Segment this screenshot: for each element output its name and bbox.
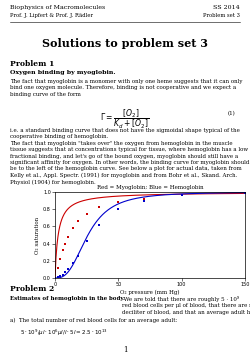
Y-axis label: O₂ saturation: O₂ saturation: [35, 216, 40, 253]
Text: $\Gamma = \dfrac{[O_2]}{K_d + [O_2]}$: $\Gamma = \dfrac{[O_2]}{K_d + [O_2]}$: [100, 108, 150, 131]
Text: We are told that there are roughly 5 · 10⁹
red blood cells per μl of blood, that: We are told that there are roughly 5 · 1…: [122, 296, 250, 315]
Text: The fact that myoglobin is a monomer with only one heme suggests that it can onl: The fact that myoglobin is a monomer wit…: [10, 79, 242, 97]
X-axis label: O₂ pressure (mm Hg): O₂ pressure (mm Hg): [120, 290, 180, 295]
Text: Problem 1: Problem 1: [10, 60, 54, 68]
Text: Biophysics of Macromolecules: Biophysics of Macromolecules: [10, 5, 105, 10]
Text: $5 \cdot 10^9/\mu l \cdot 10^6\mu l/l \cdot 5l = 2.5 \cdot 10^{13}$: $5 \cdot 10^9/\mu l \cdot 10^6\mu l/l \c…: [20, 328, 108, 338]
Text: Prof. J. Lipfert & Prof. J. Rädler: Prof. J. Lipfert & Prof. J. Rädler: [10, 13, 93, 18]
Text: SS 2014: SS 2014: [213, 5, 240, 10]
Text: Solutions to problem set 3: Solutions to problem set 3: [42, 38, 208, 49]
Text: Problem set 3: Problem set 3: [203, 13, 240, 18]
Text: i.e. a standard binding curve that does not have the sigmoidal shape typical of : i.e. a standard binding curve that does …: [10, 128, 250, 185]
Title: Red = Myoglobin; Blue = Hemoglobin: Red = Myoglobin; Blue = Hemoglobin: [97, 185, 203, 190]
Text: Oxygen binding by myoglobin.: Oxygen binding by myoglobin.: [10, 70, 116, 75]
Text: Problem 2: Problem 2: [10, 285, 54, 293]
Text: a)  The total number of red blood cells for an average adult:: a) The total number of red blood cells f…: [10, 318, 177, 323]
Text: (1): (1): [227, 111, 235, 116]
Text: Estimates of hemoglobin in the body.: Estimates of hemoglobin in the body.: [10, 296, 125, 301]
Text: 1: 1: [123, 346, 127, 353]
